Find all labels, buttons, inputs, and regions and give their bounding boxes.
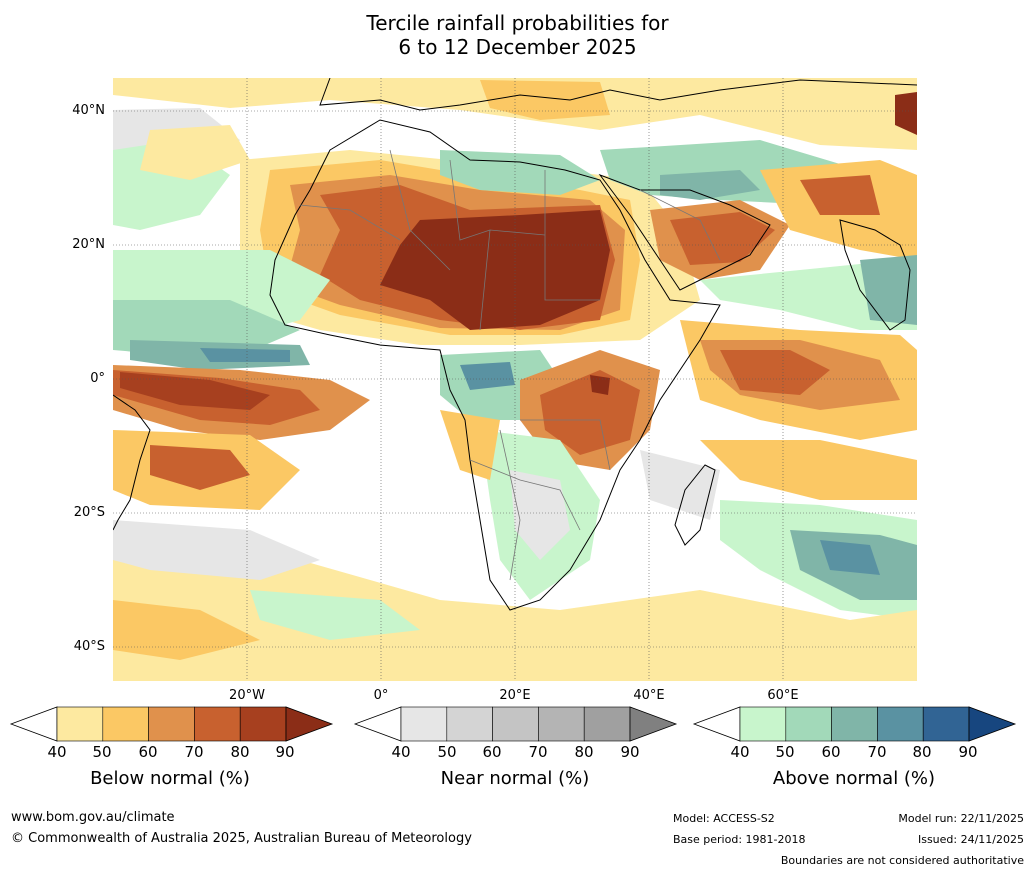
coastline-africa xyxy=(269,119,721,611)
lon-label-0: 0° xyxy=(373,688,389,703)
region-above-80-middle-east xyxy=(660,170,760,200)
above-tick-60: 60 xyxy=(821,743,841,761)
region-above-80-india-south xyxy=(860,255,917,325)
colorbars xyxy=(9,706,1017,742)
above-tick-90: 90 xyxy=(958,743,978,761)
near-tick-80: 80 xyxy=(574,743,594,761)
region-below-90-lake-victoria xyxy=(590,375,610,395)
lat-label-equator: 0° xyxy=(90,371,105,386)
region-below-90-equatorial-atlantic xyxy=(120,372,270,410)
region-below-60-mediterranean xyxy=(480,80,610,120)
below-tick-80: 80 xyxy=(230,743,250,761)
region-below-atlantic-patch xyxy=(140,125,250,180)
region-above-north-africa xyxy=(440,150,600,195)
near-colorbar-segment-40 xyxy=(400,706,448,742)
near-colorbar-low-extension xyxy=(353,706,402,742)
region-above-80-south-indian-ocean xyxy=(820,540,880,575)
below-tick-40: 40 xyxy=(47,743,67,761)
model-text: Model: ACCESS-S2 xyxy=(673,812,775,825)
near-colorbar-segment-60 xyxy=(492,706,539,742)
near-normal-label: Near normal (%) xyxy=(440,768,590,789)
above-colorbar-low-extension xyxy=(692,706,741,742)
coastlines xyxy=(113,78,917,611)
above-colorbar-high-extension xyxy=(968,706,1017,742)
below-tick-70: 70 xyxy=(184,743,204,761)
near-tick-50: 50 xyxy=(437,743,457,761)
below-tick-50: 50 xyxy=(92,743,112,761)
above-colorbar-segment-70 xyxy=(877,706,924,742)
region-near-southern-africa xyxy=(510,470,570,560)
lat-label-40s: 40°S xyxy=(73,639,105,654)
region-below-indian-ocean-south xyxy=(700,440,917,500)
lat-label-40n: 40°N xyxy=(72,103,105,118)
map-plot-area xyxy=(113,78,917,681)
above-colorbar-segment-50 xyxy=(785,706,832,742)
country-boundaries xyxy=(299,149,721,581)
below-normal-label: Below normal (%) xyxy=(90,768,250,789)
near-colorbar-segment-50 xyxy=(446,706,493,742)
region-above-southern-ocean xyxy=(250,590,420,640)
map-title-line1: Tercile rainfall probabilities for xyxy=(366,11,669,35)
below-colorbar-segment-70 xyxy=(194,706,241,742)
below-colorbar-segment-60 xyxy=(148,706,195,742)
region-below-80-india xyxy=(800,175,880,215)
coastline-madagascar xyxy=(674,464,716,546)
model-run-text: Model run: 22/11/2025 xyxy=(898,812,1024,825)
copyright-text: © Commonwealth of Australia 2025, Austra… xyxy=(11,831,472,846)
lon-label-20w: 20°W xyxy=(229,688,265,703)
base-period-text: Base period: 1981-2018 xyxy=(673,833,806,846)
above-tick-40: 40 xyxy=(730,743,750,761)
above-colorbar-segment-40 xyxy=(739,706,787,742)
near-colorbar-segment-70 xyxy=(538,706,585,742)
region-near-indian-ocean xyxy=(640,450,720,520)
above-tick-80: 80 xyxy=(912,743,932,761)
region-below-80-east-africa xyxy=(540,370,640,455)
graticule xyxy=(113,78,917,681)
below-tick-90: 90 xyxy=(275,743,295,761)
below-colorbar-low-extension xyxy=(9,706,58,742)
above-colorbar-segment-80 xyxy=(922,706,970,742)
lon-label-60e: 60°E xyxy=(767,688,799,703)
region-above-indian-ocean-north xyxy=(700,260,917,330)
lon-label-40e: 40°E xyxy=(633,688,665,703)
disclaimer-text: Boundaries are not considered authoritat… xyxy=(780,854,1024,867)
region-below-60-southern-ocean xyxy=(113,600,260,660)
above-tick-50: 50 xyxy=(775,743,795,761)
lat-label-20s: 20°S xyxy=(73,505,105,520)
near-tick-90: 90 xyxy=(620,743,640,761)
region-below-80-south-atlantic xyxy=(150,445,250,490)
near-tick-40: 40 xyxy=(391,743,411,761)
region-below-west-southern-africa xyxy=(440,410,500,480)
lat-label-20n: 20°N xyxy=(72,237,105,252)
below-colorbar-high-extension xyxy=(285,706,334,742)
website-link[interactable]: www.bom.gov.au/climate xyxy=(11,810,175,825)
near-tick-70: 70 xyxy=(528,743,548,761)
coastline-arabia xyxy=(598,173,771,291)
region-below-80-arabia xyxy=(670,212,775,265)
region-below-80-indian-ocean xyxy=(720,350,830,395)
lon-label-20e: 20°E xyxy=(499,688,531,703)
coastline-brazil xyxy=(113,394,151,531)
coastline-india xyxy=(839,219,911,331)
above-colorbar-segment-60 xyxy=(831,706,878,742)
above-tick-70: 70 xyxy=(867,743,887,761)
below-colorbar-segment-50 xyxy=(102,706,149,742)
near-tick-60: 60 xyxy=(482,743,502,761)
below-tick-60: 60 xyxy=(138,743,158,761)
coastline-europe xyxy=(319,78,917,111)
map-title-line2: 6 to 12 December 2025 xyxy=(398,35,637,59)
below-colorbar-segment-40 xyxy=(56,706,104,742)
near-colorbar-high-extension xyxy=(629,706,678,742)
region-near-southern-ocean xyxy=(113,520,320,580)
below-colorbar-segment-80 xyxy=(239,706,287,742)
near-colorbar-segment-80 xyxy=(583,706,631,742)
region-above-90-gulf-guinea xyxy=(200,348,290,362)
region-below-southern-ocean xyxy=(113,540,917,681)
issued-text: Issued: 24/11/2025 xyxy=(917,833,1024,846)
above-normal-label: Above normal (%) xyxy=(772,768,936,789)
region-above-80-congo xyxy=(460,362,515,390)
region-below-90-far-east xyxy=(895,92,917,135)
